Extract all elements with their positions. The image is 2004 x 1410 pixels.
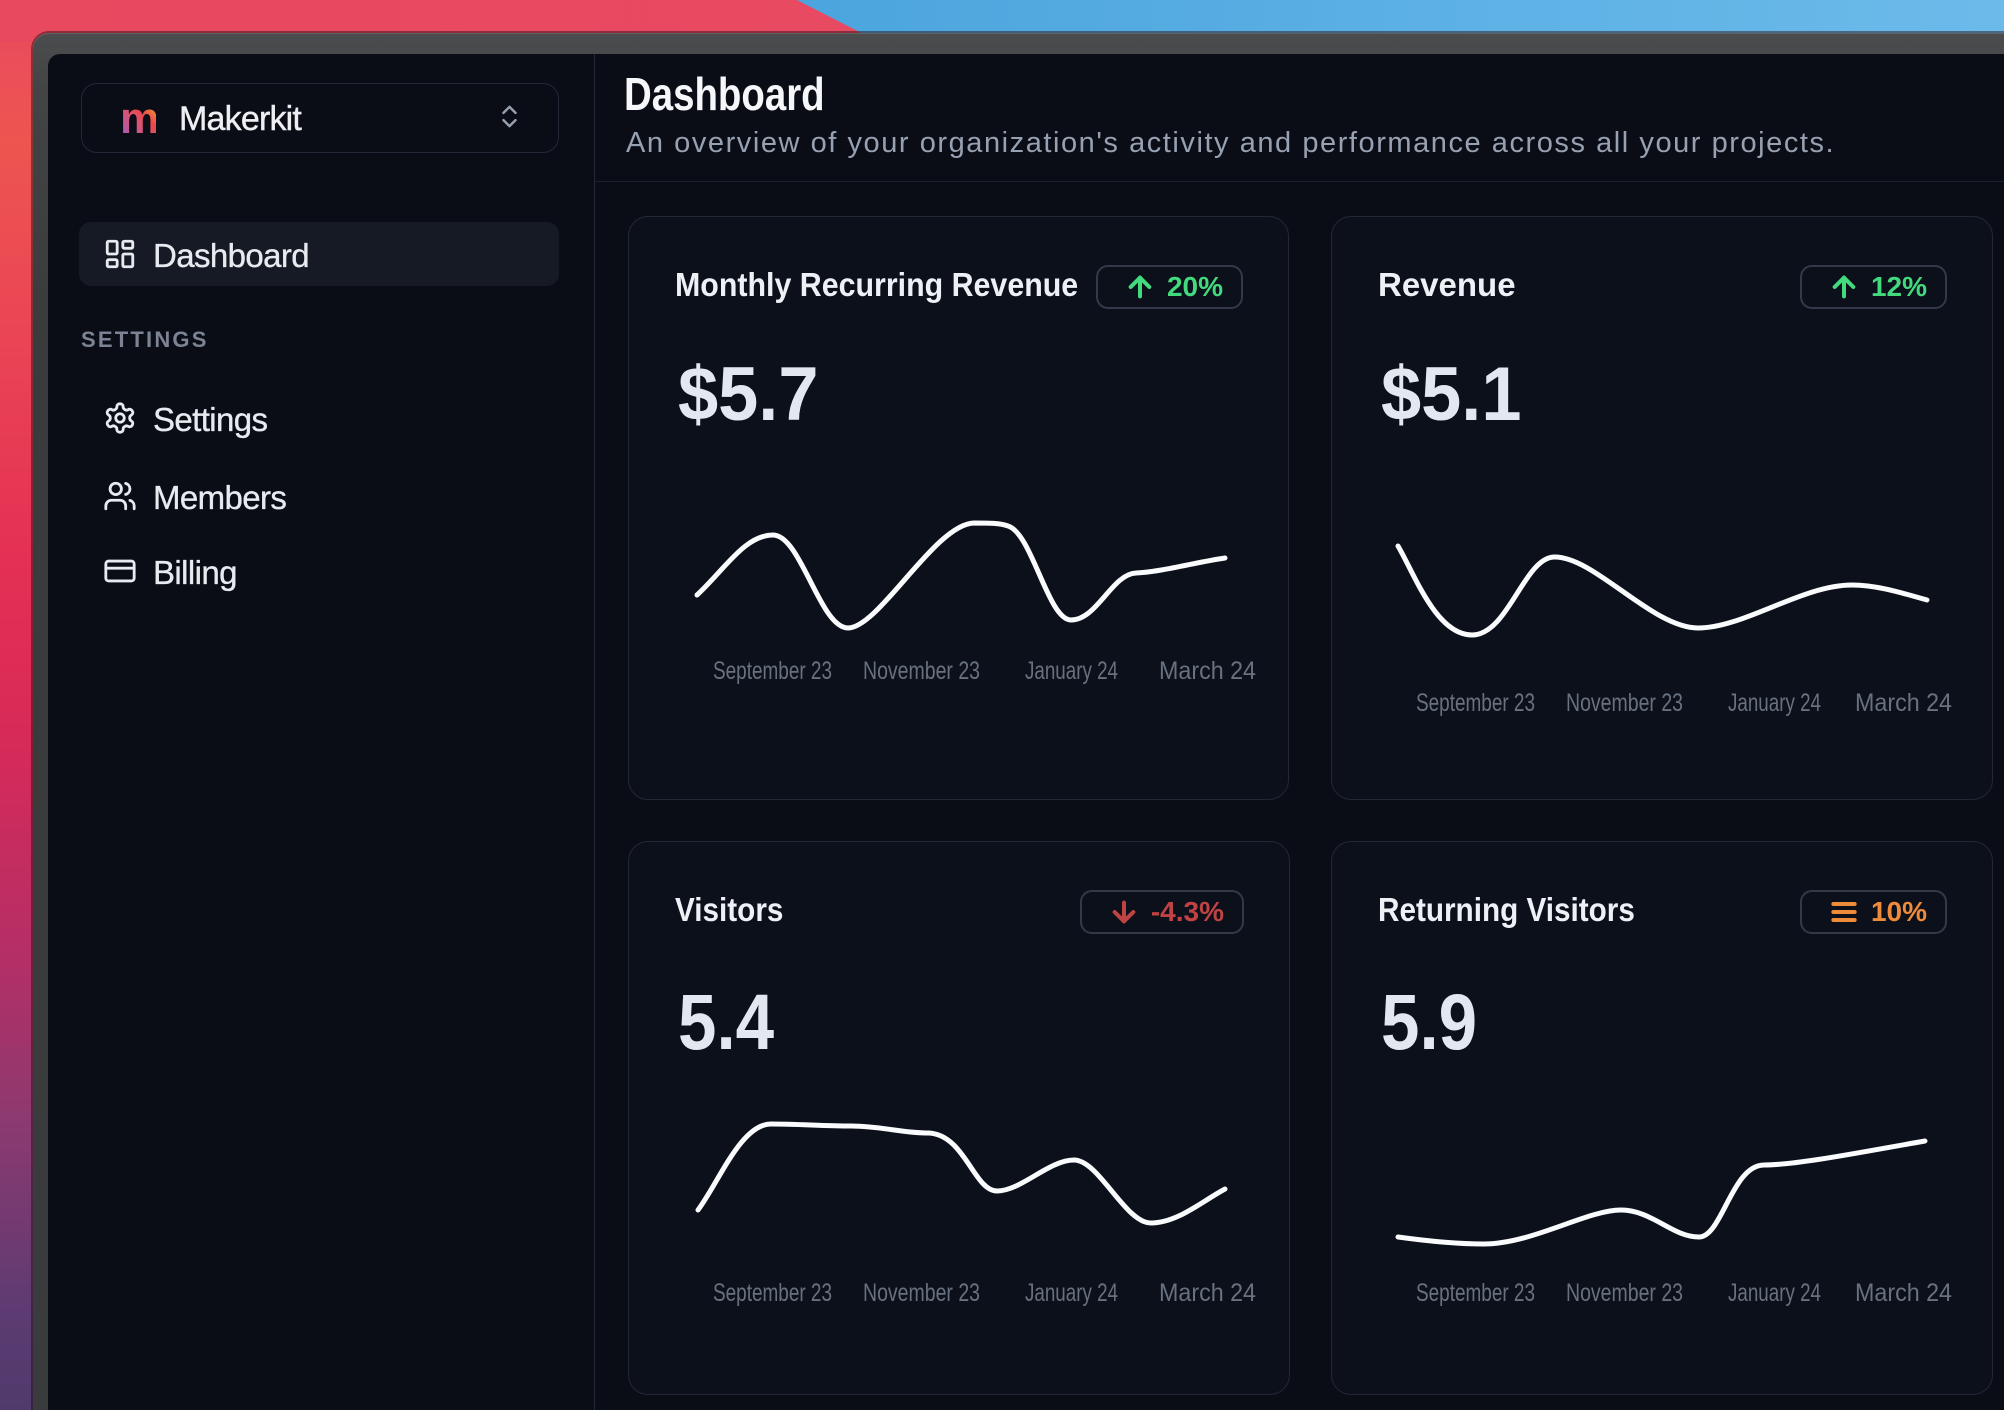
- svg-text:November 23: November 23: [863, 657, 980, 685]
- svg-text:November 23: November 23: [1566, 1279, 1683, 1307]
- svg-text:January 24: January 24: [1728, 1279, 1821, 1307]
- svg-text:March 24: March 24: [1855, 689, 1952, 717]
- svg-text:November 23: November 23: [863, 1279, 980, 1307]
- svg-text:November 23: November 23: [1566, 689, 1683, 717]
- svg-text:January 24: January 24: [1025, 657, 1118, 685]
- svg-text:September 23: September 23: [1416, 1279, 1535, 1307]
- svg-text:September 23: September 23: [713, 1279, 832, 1307]
- svg-text:March 24: March 24: [1159, 1279, 1256, 1307]
- svg-text:m: m: [120, 102, 156, 136]
- svg-text:March 24: March 24: [1159, 657, 1256, 685]
- svg-text:January 24: January 24: [1025, 1279, 1118, 1307]
- svg-text:January 24: January 24: [1728, 689, 1821, 717]
- svg-text:March 24: March 24: [1855, 1279, 1952, 1307]
- svg-text:September 23: September 23: [1416, 689, 1535, 717]
- svg-text:September 23: September 23: [713, 657, 832, 685]
